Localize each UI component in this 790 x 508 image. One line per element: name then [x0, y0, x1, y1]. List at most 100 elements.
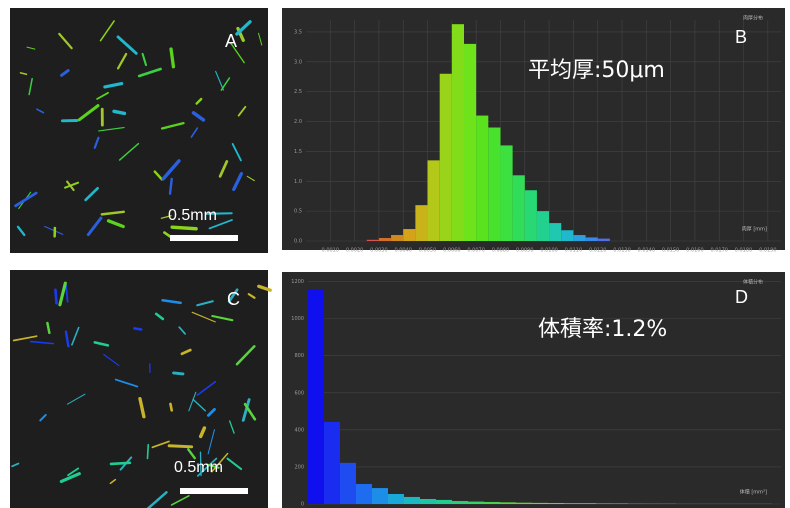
- bar: [500, 502, 516, 504]
- bar: [516, 503, 532, 504]
- bar: [464, 44, 476, 241]
- bar: [367, 240, 379, 241]
- bar: [356, 484, 372, 504]
- x-tick-label: 0.0010: [322, 248, 340, 254]
- x-axis-label: 肉厚 [mm]: [742, 226, 767, 233]
- y-tick-label: 3.5: [294, 29, 302, 35]
- fiber: [169, 446, 191, 447]
- x-tick-label: 0.0020: [346, 248, 364, 254]
- x-tick-label: 0.0170: [710, 248, 728, 254]
- bar: [340, 463, 356, 504]
- bar: [513, 175, 525, 241]
- x-tick-label: 0.0160: [686, 248, 704, 254]
- x-tick-label: 0.0070: [467, 248, 485, 254]
- y-tick-label: 1.0: [294, 179, 302, 185]
- bar: [488, 128, 500, 241]
- bar: [324, 422, 340, 504]
- y-tick-label: 2.5: [294, 89, 302, 95]
- chart-title: 肉厚分布: [743, 15, 763, 22]
- x-tick-label: 0.0040: [394, 248, 412, 254]
- annotation: 平均厚:50μm: [528, 58, 665, 83]
- bar: [372, 488, 388, 504]
- panel-label: C: [227, 289, 240, 309]
- bar: [561, 230, 573, 241]
- y-tick-label: 1.5: [294, 149, 302, 155]
- x-axis-label: 体積 [mm³]: [740, 489, 767, 496]
- bar: [598, 239, 610, 241]
- fiber: [172, 227, 196, 229]
- fiber: [147, 445, 148, 459]
- fiber: [170, 179, 172, 194]
- panel-label: A: [225, 31, 237, 51]
- chart-panel: [282, 272, 785, 508]
- y-tick-label: 0.0: [294, 239, 302, 245]
- bar: [500, 145, 512, 241]
- y-tick-label: 0: [301, 502, 304, 508]
- bar: [452, 24, 464, 241]
- scale-bar: [180, 488, 248, 494]
- bar: [549, 223, 561, 241]
- fiber: [114, 111, 124, 113]
- bar: [404, 497, 420, 504]
- bar: [532, 503, 548, 504]
- bar: [586, 237, 598, 241]
- x-tick-label: 0.0120: [589, 248, 607, 254]
- x-tick-label: 0.0140: [638, 248, 656, 254]
- x-tick-label: 0.0190: [759, 248, 777, 254]
- panel-label: D: [735, 287, 748, 307]
- bar: [388, 494, 404, 504]
- bar: [476, 116, 488, 241]
- bar: [580, 503, 596, 504]
- bar: [440, 74, 452, 241]
- scale-label: 0.5mm: [168, 207, 217, 224]
- y-tick-label: 800: [294, 353, 304, 359]
- bar: [308, 290, 324, 504]
- x-tick-label: 0.0110: [565, 248, 583, 254]
- bar: [525, 190, 537, 241]
- panel-label: B: [735, 27, 747, 47]
- fiber: [134, 328, 141, 329]
- bar: [548, 503, 564, 504]
- bar: [537, 211, 549, 241]
- figure: A 0.5mm C 0.5mm 0.0 0.5 1.0 1.5 2.0 2.5 3.0 3.5…: [0, 0, 790, 508]
- x-tick-label: 0.0100: [540, 248, 558, 254]
- bar: [428, 160, 440, 241]
- y-tick-label: 3.0: [294, 59, 302, 65]
- scale-label: 0.5mm: [174, 459, 223, 476]
- x-tick-label: 0.0150: [662, 248, 680, 254]
- bar: [596, 503, 612, 504]
- y-tick-label: 200: [294, 464, 304, 470]
- bar: [484, 502, 500, 504]
- bar: [391, 235, 403, 241]
- x-tick-label: 0.0030: [370, 248, 388, 254]
- fiber: [55, 290, 56, 303]
- x-tick-label: 0.0080: [492, 248, 510, 254]
- bar: [564, 503, 580, 504]
- bar: [379, 238, 391, 241]
- y-tick-label: 2.0: [294, 119, 302, 125]
- bar: [573, 235, 585, 241]
- y-tick-label: 400: [294, 427, 304, 433]
- bar: [452, 501, 468, 504]
- x-tick-label: 0.0050: [419, 248, 437, 254]
- bar: [420, 499, 436, 504]
- bar: [468, 502, 484, 504]
- y-tick-label: 0.5: [294, 209, 302, 215]
- bar: [612, 503, 628, 504]
- y-tick-label: 600: [294, 390, 304, 396]
- annotation: 体積率:1.2%: [538, 317, 667, 342]
- bar: [403, 229, 415, 241]
- bar: [436, 500, 452, 504]
- y-tick-label: 1000: [291, 316, 304, 322]
- bar: [415, 205, 427, 241]
- y-tick-label: 1200: [291, 279, 304, 285]
- fiber: [111, 463, 130, 464]
- chart-title: 体積分布: [743, 279, 763, 286]
- fiber: [170, 404, 171, 410]
- x-tick-label: 0.0060: [443, 248, 461, 254]
- x-tick-label: 0.0090: [516, 248, 534, 254]
- fiber: [174, 373, 183, 374]
- x-tick-label: 0.0180: [735, 248, 753, 254]
- scale-bar: [170, 235, 238, 241]
- x-tick-label: 0.0130: [613, 248, 631, 254]
